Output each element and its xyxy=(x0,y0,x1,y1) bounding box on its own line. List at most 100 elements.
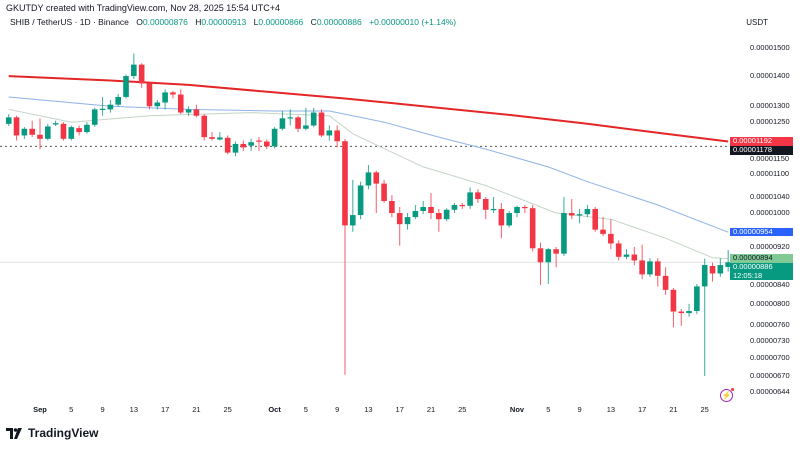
candle-body xyxy=(271,128,278,147)
candle-body xyxy=(115,96,121,105)
candle-body xyxy=(68,127,75,139)
candle-body xyxy=(553,249,559,254)
candle-body xyxy=(256,140,262,142)
candle-body xyxy=(506,213,512,226)
candle-body xyxy=(420,206,426,211)
close-key: C xyxy=(310,17,317,27)
candle-body xyxy=(193,109,200,116)
close-value: 0.00000886 xyxy=(316,17,362,27)
candle-body xyxy=(5,117,12,124)
candle-body xyxy=(670,289,677,312)
candle-body xyxy=(443,209,450,220)
candle-body xyxy=(600,229,606,234)
currency-label[interactable]: USDT xyxy=(746,18,768,27)
candle-body xyxy=(201,115,208,138)
candle-body xyxy=(686,311,692,314)
low-value: 0.00000866 xyxy=(258,17,304,27)
candle-body xyxy=(608,233,614,244)
candle-body xyxy=(310,112,317,126)
candle-body xyxy=(428,206,434,214)
candle-body xyxy=(263,141,270,147)
candle-body xyxy=(279,118,286,129)
candle-body xyxy=(647,261,653,275)
candle-body xyxy=(146,83,153,107)
candle-body xyxy=(701,265,708,287)
candle-body xyxy=(381,183,387,201)
candle-body xyxy=(60,123,67,139)
candle-body xyxy=(123,76,129,97)
candle-body xyxy=(131,64,137,77)
high-key: H xyxy=(195,17,202,27)
candle-body xyxy=(37,134,43,139)
moving-average-line xyxy=(8,75,729,143)
candle-body xyxy=(490,208,497,211)
candle-body xyxy=(334,130,340,142)
candle-body xyxy=(631,254,638,261)
candle-body xyxy=(709,265,716,274)
price-axis xyxy=(740,34,800,449)
candle-body xyxy=(467,192,473,206)
candle-body xyxy=(725,262,731,267)
candle-body xyxy=(99,108,106,111)
candle-body xyxy=(248,142,254,146)
candle-body xyxy=(342,141,348,226)
candle-body xyxy=(561,213,567,254)
lightning-bolt-icon[interactable]: ⚡ xyxy=(720,388,734,402)
candle-body xyxy=(592,208,599,230)
candle-body xyxy=(21,128,28,136)
candle-body xyxy=(138,64,145,84)
candle-body xyxy=(154,102,161,107)
candle-body xyxy=(373,172,380,184)
candle-body xyxy=(404,217,411,225)
moving-average-line xyxy=(8,96,729,233)
candle-body xyxy=(654,261,661,276)
candle-body xyxy=(568,213,575,216)
candle-body xyxy=(522,206,528,209)
candle-body xyxy=(514,206,520,214)
candle-body xyxy=(475,192,481,200)
candle-body xyxy=(436,213,442,220)
candle-body xyxy=(389,200,395,214)
candle-body xyxy=(76,128,82,133)
candle-body xyxy=(623,254,630,257)
candle-body xyxy=(459,204,466,207)
candle-body xyxy=(498,208,505,226)
candle-body xyxy=(287,117,294,119)
candle-body xyxy=(185,109,192,113)
candle-body xyxy=(396,213,403,225)
candle-body xyxy=(537,248,544,263)
candle-body xyxy=(29,128,35,135)
candle-body xyxy=(717,265,724,274)
candle-body xyxy=(232,143,239,153)
candle-body xyxy=(584,208,591,215)
candle-body xyxy=(639,260,645,275)
candle-body xyxy=(13,117,20,136)
tradingview-logo: TradingView xyxy=(6,426,98,440)
candle-body xyxy=(412,210,419,218)
candle-body xyxy=(217,137,223,140)
candle-body xyxy=(162,92,168,103)
candle-body xyxy=(209,137,215,139)
open-key: O xyxy=(136,17,143,27)
candle-body xyxy=(84,124,90,133)
tradingview-logo-icon xyxy=(6,427,22,439)
candle-body xyxy=(662,275,669,290)
candle-body xyxy=(615,243,622,257)
change-value: +0.00000010 (+1.14%) xyxy=(369,17,457,27)
candle-body xyxy=(694,286,700,312)
chart-credit: GKUTDY created with TradingView.com, Nov… xyxy=(6,3,281,13)
candle-body xyxy=(350,215,356,226)
candle-body xyxy=(482,199,489,210)
candle-body xyxy=(177,94,184,113)
high-value: 0.00000913 xyxy=(201,17,247,27)
moving-average-line xyxy=(8,108,729,260)
candle-body xyxy=(318,112,325,136)
candle-body xyxy=(365,172,372,186)
candle-body xyxy=(357,185,364,216)
candle-body xyxy=(240,143,247,148)
candle-body xyxy=(303,125,309,129)
candle-body xyxy=(678,311,685,314)
symbol-label[interactable]: SHIB / TetherUS · 1D · Binance xyxy=(10,17,129,27)
candle-body xyxy=(295,117,301,129)
